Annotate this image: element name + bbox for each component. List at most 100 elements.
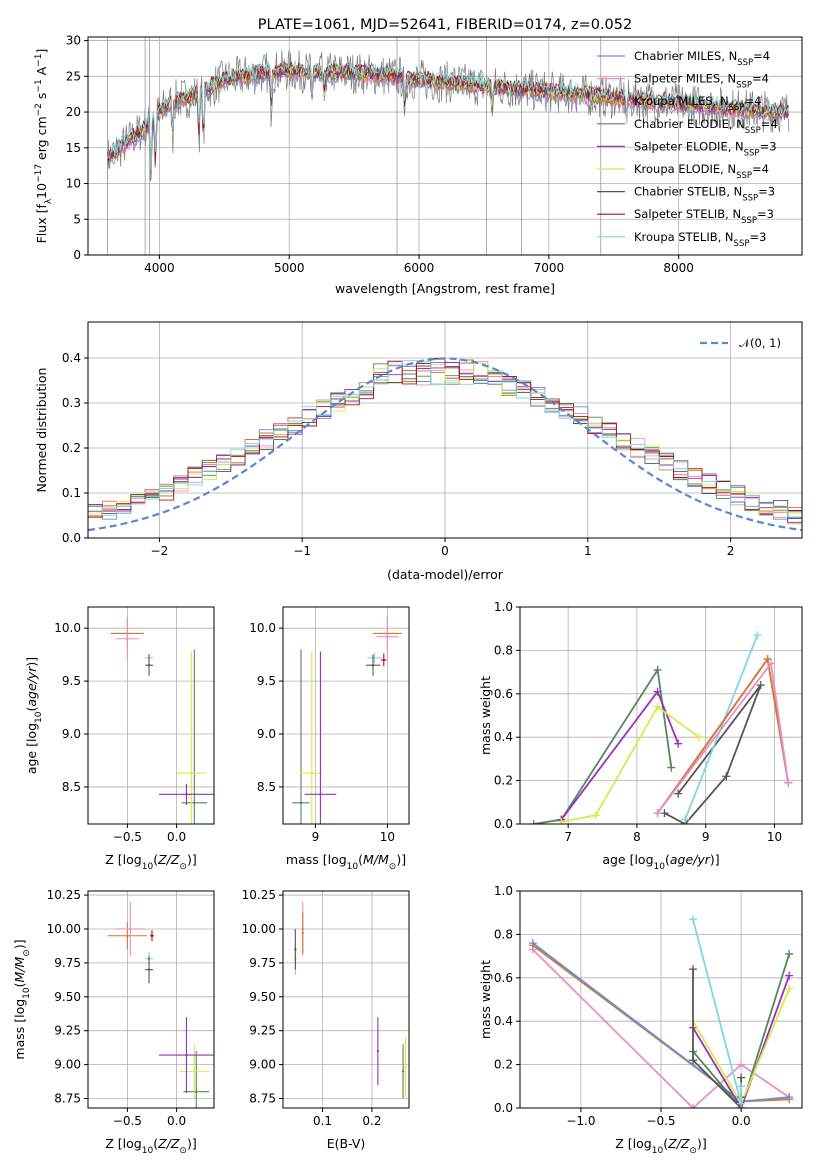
x-tick-label: 8000 <box>663 261 694 275</box>
normal-curve <box>88 357 802 532</box>
x-tick-label: −2 <box>151 544 169 558</box>
plot-area <box>528 915 794 1108</box>
x-tick-label: 9 <box>702 830 710 844</box>
y-tick-label: 0.4 <box>62 351 81 365</box>
x-tick-label: 0.0 <box>732 1114 751 1128</box>
data-point <box>404 1066 407 1069</box>
mass-weight-series-7 <box>656 661 790 814</box>
age-vs-mass-panel: 9 10 8.5 9.0 9.5 10.0 mass [log10(M/M⊙)] <box>249 606 410 872</box>
legend-entry-6: Chabrier STELIB, NSSP=3 <box>634 185 775 204</box>
x-axis-label: Z [log10(Z/Z⊙)] <box>615 1136 706 1156</box>
legend-entry-1: Salpeter MILES, NSSP=4 <box>634 72 769 91</box>
y-tick-label: 30 <box>66 34 81 48</box>
data-point <box>294 948 297 951</box>
data-marker <box>689 1056 698 1065</box>
figure-title: PLATE=1061, MJD=52641, FIBERID=0174, z=0… <box>258 17 632 33</box>
mass-weight-series-3 <box>663 684 762 824</box>
y-tick-label: 0.6 <box>494 687 513 701</box>
y-tick-label: 10.25 <box>47 888 81 902</box>
data-point <box>310 771 313 775</box>
y-tick-label: 10.0 <box>54 621 81 635</box>
x-tick-label: 9 <box>312 830 320 844</box>
y-tick-label: 9.50 <box>54 990 81 1004</box>
data-marker <box>767 659 776 668</box>
data-marker <box>667 763 676 772</box>
y-tick-label: 9.0 <box>257 727 276 741</box>
y-tick-label: 20 <box>66 105 81 119</box>
data-point <box>190 771 193 775</box>
residual-histogram-8 <box>88 360 802 518</box>
massweight-vs-age-panel: 7 8 9 10 0.0 0.2 0.4 0.6 0.8 1.0 age [log10(age/yr… <box>478 600 803 872</box>
data-marker <box>689 965 698 974</box>
plot-area <box>110 617 214 824</box>
y-tick-label: 8.5 <box>257 780 276 794</box>
y-tick-label: 10.0 <box>249 621 276 635</box>
data-point <box>193 801 196 805</box>
mass-weight-series-4 <box>692 975 791 1108</box>
data-marker <box>529 820 538 824</box>
y-tick-label: 0.2 <box>494 1058 513 1072</box>
data-marker <box>694 733 703 742</box>
y-tick-label: 0.4 <box>494 1014 513 1028</box>
y-tick-label: 0.6 <box>494 971 513 985</box>
x-axis-label: (data-model)/error <box>387 567 504 582</box>
y-axis-label: mass weight <box>478 960 493 1039</box>
y-tick-label: 9.5 <box>62 674 81 688</box>
y-tick-label: 9.50 <box>249 990 276 1004</box>
y-tick-label: 8.75 <box>54 1092 81 1106</box>
x-tick-label: −1.0 <box>566 1114 595 1128</box>
y-tick-label: 25 <box>66 69 81 83</box>
x-tick-label: −1 <box>293 544 311 558</box>
x-tick-label: 1 <box>584 544 592 558</box>
x-tick-label: 0.1 <box>313 1114 332 1128</box>
x-tick-label: −0.5 <box>113 1114 142 1128</box>
x-axis-label: Z [log10(Z/Z⊙)] <box>105 1136 196 1156</box>
data-marker <box>591 811 600 820</box>
model-spectrum-8 <box>107 60 790 171</box>
y-tick-label: 0.1 <box>62 486 81 500</box>
data-marker <box>737 1060 746 1069</box>
y-tick-label: 8.75 <box>249 1092 276 1106</box>
data-marker <box>653 687 662 696</box>
data-marker <box>689 1104 698 1108</box>
axes-frame <box>87 606 215 825</box>
legend-entry-2: Kroupa MILES, NSSP=4 <box>634 94 761 113</box>
y-tick-label: 0.3 <box>62 396 81 410</box>
x-tick-label: 4000 <box>144 261 175 275</box>
massweight-vs-z-panel: −1.0 −0.5 0.0 0.0 0.2 0.4 0.6 0.8 1.0 Z [log10(Z/… <box>478 884 803 1156</box>
x-tick-label: 10 <box>767 830 782 844</box>
y-tick-label: 9.00 <box>54 1058 81 1072</box>
data-marker <box>557 817 566 824</box>
data-point <box>195 1090 198 1093</box>
mass-weight-series-1 <box>560 689 680 821</box>
data-marker <box>784 778 793 787</box>
data-marker <box>689 915 698 924</box>
y-tick-label: 9.0 <box>62 727 81 741</box>
data-marker <box>785 971 794 980</box>
y-tick-label: 0.2 <box>62 441 81 455</box>
data-marker <box>785 1093 794 1102</box>
axes-frame <box>87 36 803 256</box>
residual-panel: −2 −1 0 1 2 0.0 0.1 0.2 0.3 0.4 (data-model)/error… <box>34 321 803 582</box>
y-tick-label: 0 <box>73 248 81 262</box>
x-axis-label: age [log10(age/yr)] <box>602 852 719 872</box>
y-tick-label: 5 <box>73 212 81 226</box>
legend-entry: 𝒩(0, 1) <box>739 336 781 350</box>
x-tick-label: 5000 <box>274 261 305 275</box>
y-tick-label: 10.00 <box>47 922 81 936</box>
y-axis-label: Flux [fλ10−17 erg cm−2 s−1 A−1] <box>34 49 54 244</box>
x-tick-label: 6000 <box>404 261 435 275</box>
x-axis-label: mass [log10(M/M⊙)] <box>286 852 406 872</box>
x-tick-label: 10 <box>380 830 395 844</box>
data-marker <box>756 681 765 690</box>
y-tick-label: 1.0 <box>494 884 513 898</box>
mass-weight-series-7 <box>692 918 742 1104</box>
legend-entry-7: Salpeter STELIB, NSSP=3 <box>634 207 774 226</box>
y-tick-label: 1.0 <box>494 600 513 614</box>
data-point <box>129 927 132 931</box>
data-point <box>301 931 304 935</box>
x-tick-label: 8 <box>633 830 641 844</box>
data-marker <box>674 789 683 798</box>
y-tick-label: 0.0 <box>494 1101 513 1115</box>
